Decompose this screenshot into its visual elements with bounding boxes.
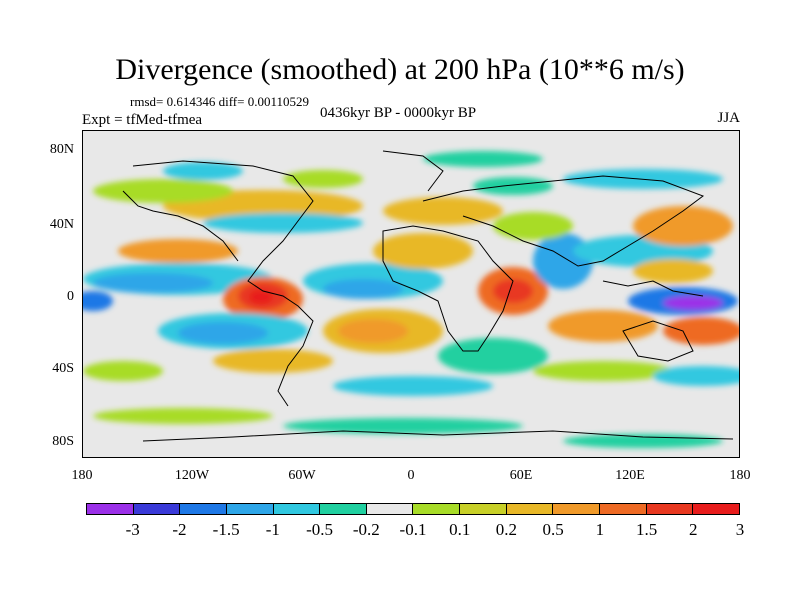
colorbar-swatch-13 (693, 504, 739, 514)
colorbar-swatch-9 (506, 504, 554, 514)
lon-label-180e: 180 (729, 468, 751, 483)
colorbar-swatch-10 (553, 504, 601, 514)
lon-label-60e: 60E (509, 468, 533, 483)
lat-label-0: 0 (67, 289, 74, 304)
colorbar-swatch-5 (320, 504, 367, 514)
colorbar-swatch-3 (226, 504, 274, 514)
lon-label-120w: 120W (174, 468, 210, 483)
lon-label-180w: 180 (71, 468, 93, 483)
season-label: JJA (717, 110, 740, 126)
stats-text: rmsd= 0.614346 diff= 0.00110529 (130, 94, 309, 109)
colorbar-label: 2 (689, 520, 698, 539)
colorbar-label: -2 (172, 520, 187, 539)
colorbar-label: -0.5 (306, 520, 334, 539)
colorbar-label: -0.1 (399, 520, 427, 539)
colorbar-swatch-8 (460, 504, 507, 514)
colorbar-label: 1.5 (635, 520, 658, 539)
lon-label-0: 0 (407, 468, 415, 483)
lon-label-120e: 120E (615, 468, 645, 483)
colorbar-swatch-1 (133, 504, 181, 514)
lat-label-40s: 40S (52, 361, 74, 376)
colorbar-swatch-11 (600, 504, 647, 514)
colorbar-label: 0.2 (495, 520, 518, 539)
colorbar-swatch-6 (366, 504, 414, 514)
experiment-label: Expt = tfMed-tfmea (82, 112, 203, 128)
colorbar-label: -3 (125, 520, 140, 539)
plot-title: Divergence (smoothed) at 200 hPa (10**6 … (115, 53, 685, 86)
colorbar-label: -0.2 (352, 520, 380, 539)
divergence-field (83, 151, 739, 448)
colorbar-label: 0.1 (449, 520, 471, 539)
lat-label-40n: 40N (49, 217, 74, 232)
colorbar-label: -1 (265, 520, 280, 539)
lat-label-80s: 80S (52, 434, 74, 449)
divergence-map (82, 130, 740, 458)
colorbar-label: 0.5 (542, 520, 564, 539)
colorbar-label: 3 (735, 520, 745, 539)
colorbar (86, 503, 740, 515)
coastlines (122, 150, 734, 442)
lat-label-80n: 80N (49, 142, 74, 157)
colorbar-swatch-2 (180, 504, 227, 514)
map-field (83, 131, 739, 457)
colorbar-label: 1 (595, 520, 605, 539)
colorbar-swatch-7 (413, 504, 461, 514)
lon-label-60w: 60W (288, 468, 316, 483)
colorbar-swatch-12 (646, 504, 694, 514)
colorbar-label: -1.5 (212, 520, 240, 539)
colorbar-swatch-4 (273, 504, 321, 514)
colorbar-swatch-0 (87, 504, 134, 514)
period-label: 0436kyr BP - 0000kyr BP (320, 105, 477, 121)
